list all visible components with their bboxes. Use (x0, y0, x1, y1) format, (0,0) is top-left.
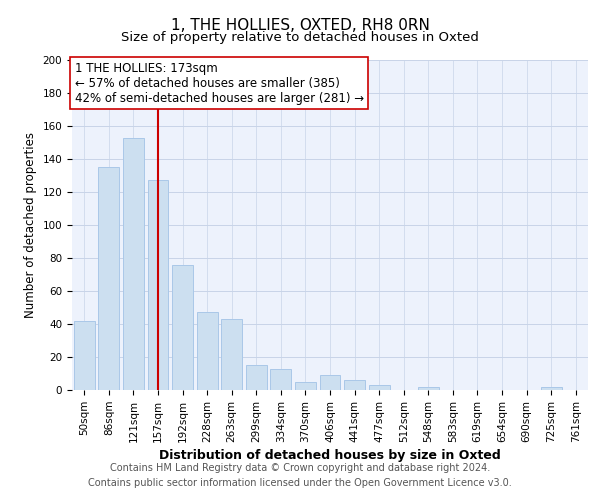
Text: 1 THE HOLLIES: 173sqm
← 57% of detached houses are smaller (385)
42% of semi-det: 1 THE HOLLIES: 173sqm ← 57% of detached … (74, 62, 364, 104)
Bar (541, 386, 562, 390)
Bar (368, 385, 389, 390)
Text: Size of property relative to detached houses in Oxted: Size of property relative to detached ho… (121, 31, 479, 44)
Y-axis label: Number of detached properties: Number of detached properties (24, 132, 37, 318)
Bar (320, 375, 340, 390)
Bar (344, 380, 365, 390)
Bar (197, 312, 218, 390)
Bar (123, 138, 144, 390)
Text: 1, THE HOLLIES, OXTED, RH8 0RN: 1, THE HOLLIES, OXTED, RH8 0RN (170, 18, 430, 32)
Bar (271, 368, 292, 390)
Bar (148, 180, 169, 390)
Bar (295, 382, 316, 390)
Bar (418, 386, 439, 390)
Bar (74, 320, 95, 390)
X-axis label: Distribution of detached houses by size in Oxted: Distribution of detached houses by size … (159, 449, 501, 462)
Bar (246, 365, 267, 390)
Bar (98, 167, 119, 390)
Text: Contains HM Land Registry data © Crown copyright and database right 2024.
Contai: Contains HM Land Registry data © Crown c… (88, 462, 512, 487)
Bar (172, 264, 193, 390)
Bar (221, 319, 242, 390)
